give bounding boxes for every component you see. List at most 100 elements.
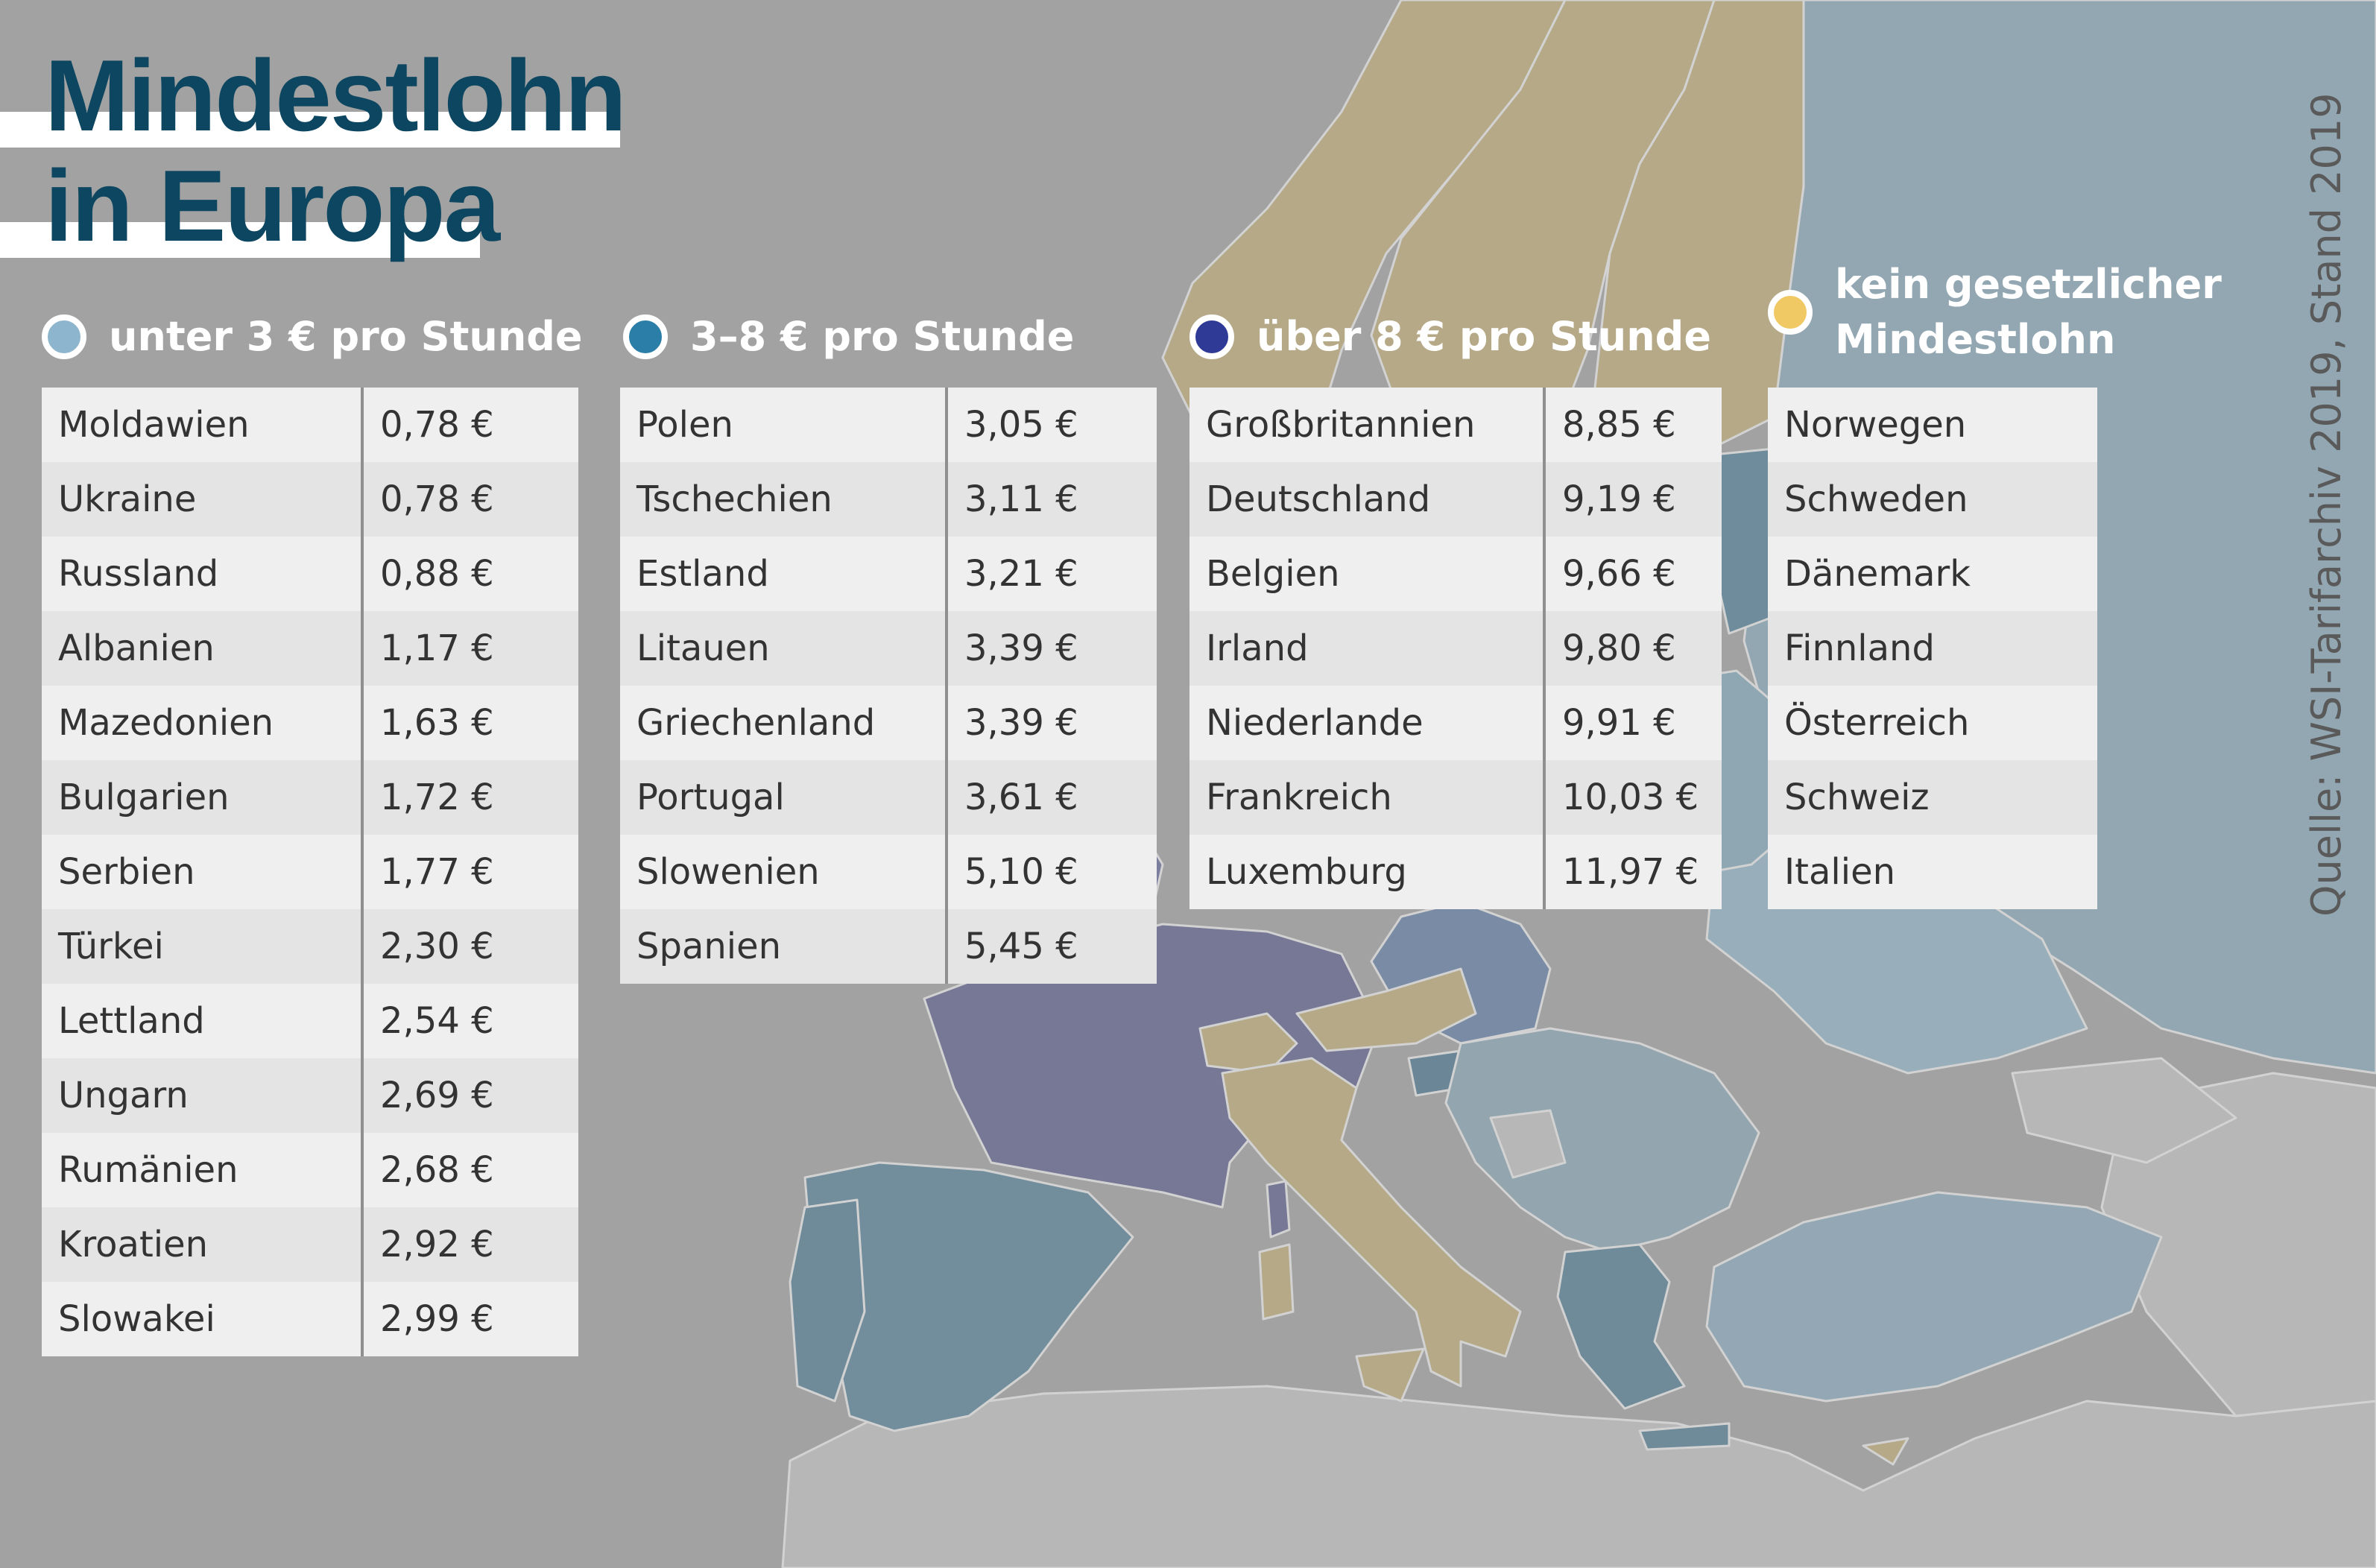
table-row: Österreich (1768, 686, 2097, 760)
country-name: Frankreich (1189, 760, 1544, 835)
table-row: Moldawien 0,78 € (42, 388, 578, 462)
wage-value: 11,97 € (1543, 835, 1722, 909)
table-row: Bulgarien 1,72 € (42, 760, 578, 835)
country-name: Finnland (1768, 611, 2097, 686)
country-name: Italien (1768, 835, 2097, 909)
legend-over-8: über 8 € pro Stunde (1189, 309, 1711, 364)
table-row: Slowakei 2,99 € (42, 1282, 578, 1356)
table-row: Ukraine 0,78 € (42, 462, 578, 537)
country-name: Litauen (620, 611, 947, 686)
legend-3-to-8: 3–8 € pro Stunde (623, 309, 1074, 364)
bosnia-region (1489, 1109, 1567, 1179)
wage-value: 3,61 € (945, 760, 1157, 835)
switzerland-region (1198, 1012, 1298, 1075)
crete-region (1638, 1422, 1731, 1451)
country-name: Serbien (42, 835, 362, 909)
corsica-region (1266, 1180, 1291, 1239)
wage-value: 2,69 € (361, 1058, 578, 1133)
country-name: Albanien (42, 611, 362, 686)
country-name: Niederlande (1189, 686, 1544, 760)
table-row: Lettland 2,54 € (42, 984, 578, 1058)
table-row: Litauen 3,39 € (620, 611, 1157, 686)
table-row: Ungarn 2,69 € (42, 1058, 578, 1133)
wage-value: 9,19 € (1543, 462, 1722, 537)
italy-region (1221, 1057, 1522, 1388)
legend-label-none: kein gesetzlicher Mindestlohn (1835, 257, 2222, 367)
country-name: Deutschland (1189, 462, 1544, 537)
table-row: Frankreich 10,03 € (1189, 760, 1722, 835)
table-row: Albanien 1,17 € (42, 611, 578, 686)
country-name: Mazedonien (42, 686, 362, 760)
wage-value: 2,54 € (361, 984, 578, 1058)
table-row: Belgien 9,66 € (1189, 537, 1722, 611)
country-name: Rumänien (42, 1133, 362, 1207)
table-row: Serbien 1,77 € (42, 835, 578, 909)
table-row: Tschechien 3,11 € (620, 462, 1157, 537)
country-name: Moldawien (42, 388, 362, 462)
table-row: Türkei 2,30 € (42, 909, 578, 984)
africa-landmass (781, 1385, 2376, 1568)
country-name: Ungarn (42, 1058, 362, 1133)
country-name: Tschechien (620, 462, 947, 537)
balkans-region (1444, 1027, 1760, 1254)
country-name: Portugal (620, 760, 947, 835)
table-row: Schweiz (1768, 760, 2097, 835)
legend-dot-under-3 (42, 314, 86, 359)
country-name: Österreich (1768, 686, 2097, 760)
table-row: Schweden (1768, 462, 2097, 537)
legend-dot-over-8 (1189, 314, 1234, 359)
wage-value: 8,85 € (1543, 388, 1722, 462)
title-underline-2 (0, 222, 480, 258)
source-note: Quelle: WSI-Tarifarchiv 2019, Stand 2019 (2303, 92, 2350, 917)
table-row: Luxemburg 11,97 € (1189, 835, 1722, 909)
country-name: Bulgarien (42, 760, 362, 835)
sardinia-region (1258, 1243, 1295, 1321)
title-underline-1 (0, 112, 620, 148)
wage-value: 2,99 € (361, 1282, 578, 1356)
wage-value: 0,88 € (361, 537, 578, 611)
legend-under-3: unter 3 € pro Stunde (42, 309, 583, 364)
table-row: Norwegen (1768, 388, 2097, 462)
turkey-region (1705, 1191, 2163, 1403)
wage-value: 9,80 € (1543, 611, 1722, 686)
country-name: Slowenien (620, 835, 947, 909)
country-name: Belgien (1189, 537, 1544, 611)
wage-value: 2,92 € (361, 1207, 578, 1282)
wage-value: 0,78 € (361, 462, 578, 537)
legend-label-under-3: unter 3 € pro Stunde (109, 313, 583, 360)
country-name: Luxemburg (1189, 835, 1544, 909)
wage-value: 3,05 € (945, 388, 1157, 462)
country-name: Estland (620, 537, 947, 611)
table-under-3: Moldawien 0,78 € Ukraine 0,78 € Russland 0,88… (42, 388, 578, 1356)
caucasus-landmass (2011, 1057, 2237, 1164)
wage-value: 1,17 € (361, 611, 578, 686)
wage-value: 3,11 € (945, 462, 1157, 537)
table-row: Russland 0,88 € (42, 537, 578, 611)
table-row: Kroatien 2,92 € (42, 1207, 578, 1282)
wage-value: 5,45 € (945, 909, 1157, 984)
country-name: Großbritannien (1189, 388, 1544, 462)
country-name: Polen (620, 388, 947, 462)
table-none: Norwegen Schweden Dänemark Finnland Österrei… (1768, 388, 2097, 909)
cyprus-region (1862, 1437, 1909, 1466)
wage-value: 0,78 € (361, 388, 578, 462)
legend-dot-3-to-8 (623, 314, 668, 359)
table-row: Dänemark (1768, 537, 2097, 611)
table-row: Großbritannien 8,85 € (1189, 388, 1722, 462)
table-row: Portugal 3,61 € (620, 760, 1157, 835)
legend-label-none-line2: Mindestlohn (1835, 316, 2116, 363)
wage-value: 9,66 € (1543, 537, 1722, 611)
greece-region (1556, 1243, 1686, 1410)
country-name: Dänemark (1768, 537, 2097, 611)
wage-value: 1,63 € (361, 686, 578, 760)
country-name: Spanien (620, 909, 947, 984)
portugal-region (789, 1198, 866, 1403)
wage-value: 1,77 € (361, 835, 578, 909)
country-name: Schweiz (1768, 760, 2097, 835)
country-name: Norwegen (1768, 388, 2097, 462)
table-row: Italien (1768, 835, 2097, 909)
country-name: Kroatien (42, 1207, 362, 1282)
table-over-8: Großbritannien 8,85 € Deutschland 9,19 € Bel… (1189, 388, 1722, 909)
table-row: Mazedonien 1,63 € (42, 686, 578, 760)
table-row: Polen 3,05 € (620, 388, 1157, 462)
